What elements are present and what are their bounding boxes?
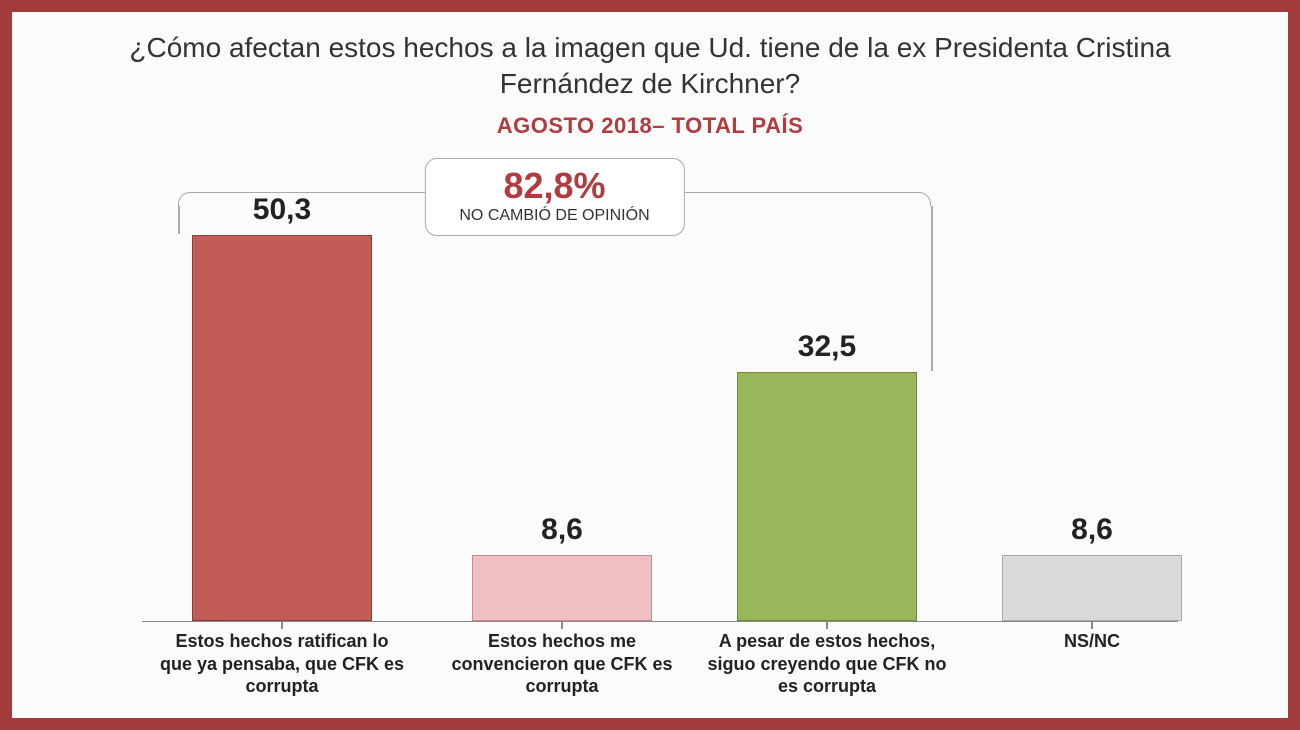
x-tick (1091, 621, 1093, 629)
chart-title: ¿Cómo afectan estos hechos a la imagen q… (125, 30, 1175, 103)
plot-region: 82,8% NO CAMBIÓ DE OPINIÓN 50,3 8,6 32,5 8,… (142, 162, 1178, 622)
x-tick (826, 621, 828, 629)
chart-area: 82,8% NO CAMBIÓ DE OPINIÓN 50,3 8,6 32,5 8,… (142, 162, 1178, 688)
callout-percent: 82,8% (459, 167, 649, 205)
bar (472, 555, 652, 621)
bar-slot: 8,6 (1002, 161, 1182, 621)
chart-subtitle: AGOSTO 2018– TOTAL PAÍS (12, 113, 1288, 139)
chart-inner: ¿Cómo afectan estos hechos a la imagen q… (12, 12, 1288, 718)
bracket-arm-right (931, 206, 933, 371)
x-tick (281, 621, 283, 629)
x-axis-label: Estos hechos ratifican lo que ya pensaba… (157, 630, 407, 698)
x-axis-label: Estos hechos me convencieron que CFK es … (437, 630, 687, 698)
bracket-arm-left (178, 206, 180, 234)
x-axis-label: A pesar de estos hechos, siguo creyendo … (702, 630, 952, 698)
callout-box: 82,8% NO CAMBIÓ DE OPINIÓN (424, 158, 684, 236)
bar-value-label: 8,6 (1071, 513, 1113, 547)
bar (192, 235, 372, 621)
bar-value-label: 8,6 (541, 513, 583, 547)
bar (1002, 555, 1182, 621)
bar-value-label: 32,5 (798, 330, 856, 364)
callout-text: NO CAMBIÓ DE OPINIÓN (459, 207, 649, 225)
bar (737, 372, 917, 621)
bar-slot: 32,5 (737, 161, 917, 621)
x-axis-label: NS/NC (967, 630, 1217, 653)
bar-slot: 50,3 (192, 161, 372, 621)
chart-frame: ¿Cómo afectan estos hechos a la imagen q… (0, 0, 1300, 730)
x-tick (561, 621, 563, 629)
